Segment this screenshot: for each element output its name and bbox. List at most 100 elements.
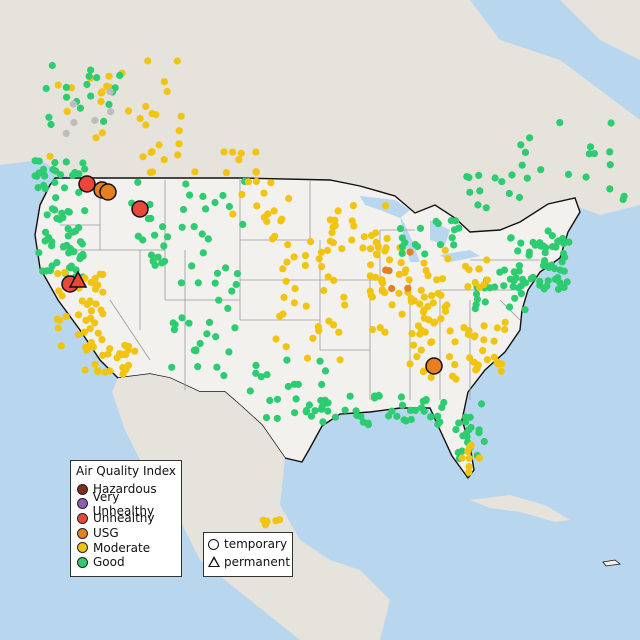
monitor-point[interactable] [544,277,552,285]
monitor-point[interactable] [376,324,384,332]
monitor-point[interactable] [465,327,473,335]
monitor-point[interactable] [483,356,491,364]
monitor-point[interactable] [515,193,524,202]
monitor-point[interactable] [147,251,156,259]
monitor-point[interactable] [237,149,245,157]
monitor-point[interactable] [466,188,474,196]
monitor-temporary-large[interactable] [425,357,443,375]
monitor-point[interactable] [556,119,564,127]
monitor-point[interactable] [430,319,438,327]
monitor-point[interactable] [131,347,139,355]
monitor-point[interactable] [235,156,243,164]
monitor-point[interactable] [348,236,356,244]
monitor-point[interactable] [40,170,48,178]
monitor-point[interactable] [349,202,357,210]
monitor-point[interactable] [48,61,56,70]
monitor-point[interactable] [246,387,254,395]
monitor-point[interactable] [58,292,66,300]
monitor-point[interactable] [61,268,69,276]
monitor-point[interactable] [154,253,162,261]
monitor-point[interactable] [169,319,177,327]
monitor-point[interactable] [63,93,71,101]
monitor-point[interactable] [480,322,488,330]
monitor-point[interactable] [204,235,212,243]
monitor-point[interactable] [360,233,368,241]
monitor-point[interactable] [76,104,84,112]
monitor-point[interactable] [438,275,447,283]
monitor-point[interactable] [563,278,571,286]
monitor-point[interactable] [173,57,181,65]
monitor-point[interactable] [134,178,142,186]
monitor-point[interactable] [433,276,441,284]
monitor-point[interactable] [252,168,260,176]
monitor-point[interactable] [582,173,590,181]
monitor-point[interactable] [47,120,55,129]
monitor-point[interactable] [79,159,87,167]
monitor-point[interactable] [330,276,338,284]
monitor-point[interactable] [78,297,86,305]
monitor-point[interactable] [190,223,198,231]
monitor-point[interactable] [70,118,78,127]
monitor-point[interactable] [62,83,70,91]
monitor-point[interactable] [35,249,43,257]
monitor-point[interactable] [41,228,50,236]
monitor-point[interactable] [107,108,115,116]
monitor-point[interactable] [607,119,615,127]
monitor-point[interactable] [66,264,74,272]
monitor-point[interactable] [48,205,57,213]
monitor-point[interactable] [182,180,190,188]
monitor-point[interactable] [526,134,534,142]
monitor-point[interactable] [420,259,428,267]
monitor-point[interactable] [395,289,403,297]
monitor-point[interactable] [99,288,107,296]
monitor-point[interactable] [409,341,418,349]
monitor-point[interactable] [315,255,323,263]
monitor-point[interactable] [74,311,83,319]
monitor-point[interactable] [160,156,168,164]
monitor-point[interactable] [188,262,196,270]
monitor-point[interactable] [398,249,406,257]
monitor-point[interactable] [441,246,449,254]
monitor-point[interactable] [493,358,501,366]
monitor-point[interactable] [284,382,292,391]
monitor-point[interactable] [63,241,71,249]
monitor-point[interactable] [87,307,95,315]
monitor-point[interactable] [174,151,182,159]
monitor-point[interactable] [291,409,299,417]
monitor-layer[interactable] [31,57,628,567]
monitor-point[interactable] [99,270,107,279]
monitor-point[interactable] [411,240,419,249]
monitor-point[interactable] [280,293,288,301]
monitor-point[interactable] [144,57,152,65]
monitor-point[interactable] [213,269,222,277]
monitor-point[interactable] [465,468,473,476]
monitor-point[interactable] [373,250,381,258]
monitor-point[interactable] [229,210,237,218]
monitor-point[interactable] [199,249,207,257]
monitor-point[interactable] [523,174,531,182]
monitor-point[interactable] [282,277,290,285]
monitor-point[interactable] [267,179,275,187]
monitor-point[interactable] [198,230,206,238]
monitor-point[interactable] [31,172,39,180]
monitor-point[interactable] [98,129,106,137]
monitor-point[interactable] [211,198,219,207]
monitor-point[interactable] [325,317,333,325]
monitor-point[interactable] [178,223,186,231]
monitor-point[interactable] [498,178,506,186]
monitor-point[interactable] [512,274,520,282]
monitor-point[interactable] [507,234,515,242]
monitor-point[interactable] [212,333,220,341]
monitor-point[interactable] [368,293,376,301]
monitor-point[interactable] [282,343,290,351]
monitor-point[interactable] [470,358,478,366]
monitor-point[interactable] [446,327,454,335]
monitor-point[interactable] [397,393,405,401]
monitor-point[interactable] [94,367,102,375]
monitor-point[interactable] [421,250,429,258]
monitor-point[interactable] [81,165,89,173]
monitor-point[interactable] [366,287,374,295]
monitor-point[interactable] [463,433,471,441]
monitor-point[interactable] [464,447,472,455]
monitor-point[interactable] [94,329,102,337]
